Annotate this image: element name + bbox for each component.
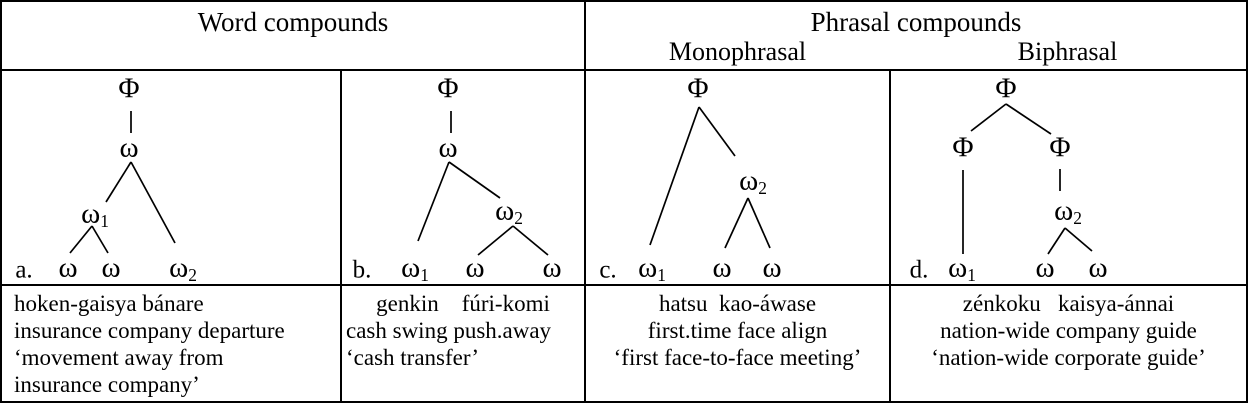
tree-a-terminal-omega-2: ω	[101, 251, 121, 284]
tree-a-item-label: a.	[15, 256, 33, 284]
tree-c-monophrasal-compound: Φ ω1 ω2 ω ω c.	[586, 71, 889, 284]
subheader-monophrasal: Monophrasal	[668, 37, 807, 66]
gloss-c: hatsu kao-áwase first.time face align ‘f…	[586, 286, 889, 401]
gloss-d: zénkoku kaisya-ánnai nation-wide company…	[891, 286, 1246, 401]
tree-b-phi-node: Φ	[437, 72, 459, 105]
tree-a-omega1-node: ω1	[81, 197, 109, 231]
gloss-line: cash swing push.away	[346, 318, 552, 343]
gloss-line: hatsu kao-áwase	[658, 291, 817, 316]
gloss-a: hoken-gaisya bánare insurance company de…	[2, 286, 340, 401]
tree-c-omega2-node: ω2	[739, 164, 767, 198]
header-phrasal-compounds: Phrasal compounds Monophrasal Biphrasal	[586, 2, 1246, 69]
tree-c-phi-node: Φ	[687, 72, 709, 105]
phrasal-compounds-title: Phrasal compounds	[810, 7, 1022, 37]
tree-gloss-divider	[2, 284, 1246, 286]
tree-a-phi-node: Φ	[118, 72, 140, 105]
tree-d-phi-right-node: Φ	[1049, 131, 1071, 164]
tree-d-terminal-omega-2: ω	[1088, 251, 1108, 284]
tree-b-word-compound: Φ ω ω1 ω2 ω ω b.	[342, 71, 584, 284]
tree-a-word-compound: Φ ω ω1 ω ω ω2 a.	[2, 71, 340, 284]
column-a-b-divider	[340, 69, 342, 401]
gloss-line: ‘first face-to-face meeting’	[613, 345, 862, 370]
gloss-line: hoken-gaisya bánare	[14, 291, 204, 316]
gloss-b: genkin fúri-komi cash swing push.away ‘c…	[342, 286, 584, 401]
tree-d-phi-left-node: Φ	[952, 131, 974, 164]
tree-a-terminal-omega-1: ω	[58, 251, 78, 284]
tree-d-biphrasal-compound: Φ Φ Φ ω1 ω2 ω ω d.	[891, 71, 1246, 284]
tree-d-omega2-node: ω2	[1054, 194, 1082, 228]
gloss-line: zénkoku kaisya-ánnai	[962, 291, 1175, 316]
tree-d-terminal-omega-1: ω	[1035, 251, 1055, 284]
header-word-compounds: Word compounds	[2, 2, 584, 69]
gloss-line: ‘cash transfer’	[346, 345, 480, 370]
branch-lines	[962, 103, 1093, 255]
gloss-line: first.time face align	[647, 318, 828, 343]
tree-c-item-label: c.	[599, 256, 617, 284]
tree-c-terminal-omega-2: ω	[762, 251, 782, 284]
tree-b-omega2-node: ω2	[495, 194, 523, 228]
tree-a-omega-node: ω	[119, 131, 139, 164]
branch-lines	[649, 106, 771, 249]
tree-b-omega1-node: ω1	[401, 251, 429, 285]
tree-b-terminal-omega-2: ω	[542, 251, 562, 284]
gloss-line: genkin fúri-komi	[376, 291, 550, 316]
branch-lines	[417, 111, 549, 256]
tree-b-omega-node: ω	[438, 131, 458, 164]
tree-d-branches	[962, 103, 1093, 255]
tree-d-phi-top-node: Φ	[995, 72, 1017, 105]
word-compounds-title: Word compounds	[197, 7, 389, 37]
tree-b-item-label: b.	[352, 256, 372, 284]
tree-b-branches	[417, 111, 549, 256]
tree-c-terminal-omega-1: ω	[712, 251, 732, 284]
phrasal-subheader-row: Monophrasal Biphrasal	[586, 37, 1246, 67]
tree-c-omega1-node: ω1	[638, 251, 666, 285]
gloss-line: insurance company departure	[14, 318, 285, 343]
tree-a-omega2-node: ω2	[169, 251, 197, 285]
gloss-line: nation-wide company guide	[940, 318, 1197, 343]
subheader-biphrasal: Biphrasal	[1017, 37, 1118, 66]
word-phrasal-divider	[584, 2, 586, 401]
tree-b-terminal-omega-1: ω	[465, 251, 485, 284]
tree-d-omega1-node: ω1	[948, 251, 976, 285]
header-bottom-divider	[2, 69, 1246, 71]
gloss-line: ‘movement away from	[14, 345, 224, 370]
column-c-d-divider	[889, 69, 891, 401]
tree-c-branches	[649, 106, 771, 249]
tree-a-branches	[69, 111, 176, 254]
gloss-line: insurance company’	[14, 372, 200, 397]
gloss-line: ‘nation-wide corporate guide’	[931, 345, 1206, 370]
tree-d-item-label: d.	[909, 256, 929, 284]
branch-lines	[69, 111, 176, 254]
